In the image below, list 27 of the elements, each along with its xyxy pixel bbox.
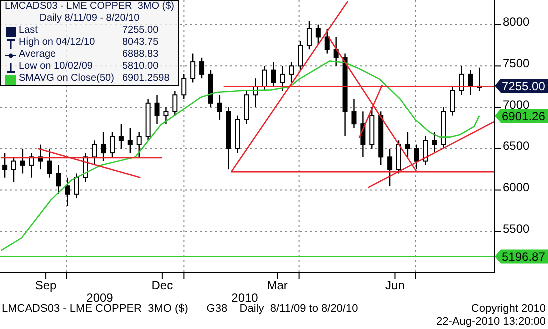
text: 7255.00 (502, 80, 546, 94)
text: 22-Aug-2010 13:20:00 (436, 316, 546, 328)
y-tick-label: 7500 (503, 56, 530, 70)
y-tick-label: 8000 (503, 15, 530, 30)
text: 2009 (86, 291, 114, 305)
y-tick-label: 7000 (503, 98, 530, 112)
annotation: 7255.00 (121, 25, 160, 37)
x-tick-label: Jun (386, 278, 405, 293)
legend-label: SMAVG on Close(50) (19, 73, 114, 85)
text: Last (19, 25, 38, 36)
ref-line-label: 5196.87 (502, 250, 546, 264)
annotation: 6901.2598 (121, 73, 171, 85)
x-tick-label: Mar (267, 278, 288, 293)
text: Low on 10/02/09 5810.00 (19, 61, 159, 72)
text: Copyright 2010 (471, 303, 546, 315)
y-tick-label: 6000 (503, 180, 530, 195)
x-tick-label: Dec (152, 278, 174, 293)
text: LMCADS03 - LME COPPER 3MO ($) G38 Daily 8/11/09 to 8/20/10 (2, 303, 358, 315)
text: Average 6888.83 (19, 49, 159, 60)
chart-title: LMCADS03 - LME COPPER 3MO ($) (5, 1, 174, 13)
x-tick-label: Sep (35, 278, 58, 293)
y-tick-label: 6500 (503, 139, 530, 154)
text: High on 04/12/10 8043.75 (19, 37, 159, 48)
text: 2010 (230, 291, 258, 305)
y-tick-label: 5500 (503, 222, 530, 236)
text: 6901.26 (502, 109, 546, 124)
text: Daily 8/11/09 - 8/20/10 (38, 13, 141, 25)
